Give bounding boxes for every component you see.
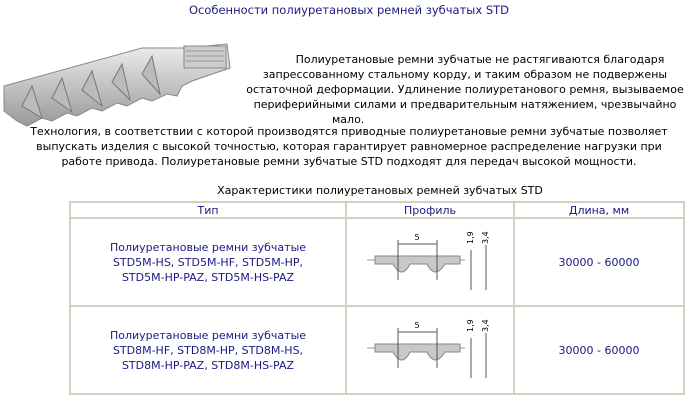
table-caption: Характеристики полиуретановых ремней зуб… [217, 184, 543, 197]
page-title: Особенности полиуретановых ремней зубчат… [188, 3, 510, 17]
intro-line: остаточной деформации. Удлинение полиуре… [246, 83, 684, 96]
profile-diagram: 5 1,9 3,4 [367, 231, 490, 290]
toothed-belt-image [3, 43, 231, 127]
type-cell: Полиуретановые ремни зубчатые STD8M-HF, … [69, 305, 347, 395]
type-line: STD8M-HP-PAZ, STD8M-HS-PAZ [121, 358, 295, 372]
characteristics-table: Тип Профиль Длина, мм Полиуретановые рем… [69, 201, 685, 395]
pitch-label: 5 [414, 233, 419, 242]
type-line: Полиуретановые ремни зубчатые [109, 240, 307, 254]
intro-line: периферийными силами и предварительным н… [253, 98, 677, 111]
profile-cell: 5 1,9 3,4 [345, 305, 515, 395]
header-length: Длина, мм [513, 201, 685, 219]
type-line: STD5M-HS, STD5M-HF, STD5M-HP, [112, 255, 304, 269]
header-type: Тип [69, 201, 347, 219]
type-cell: Полиуретановые ремни зубчатые STD5M-HS, … [69, 217, 347, 307]
technology-line: Технология, в соответствии с которой про… [30, 125, 668, 138]
intro-line: мало. [332, 113, 365, 126]
intro-line: запрессованному стальному корду, и таким… [262, 68, 668, 81]
height-label: 1,9 [466, 231, 475, 244]
type-line: Полиуретановые ремни зубчатые [109, 328, 307, 342]
table-header-row: Тип Профиль Длина, мм [69, 201, 685, 219]
type-line: STD8M-HF, STD8M-HP, STD8M-HS, [112, 343, 304, 357]
height-label: 1,9 [466, 319, 475, 332]
profile-cell: 5 1,9 3,4 [345, 217, 515, 307]
pitch-label: 5 [414, 321, 419, 330]
header-profile: Профиль [345, 201, 515, 219]
table-row: Полиуретановые ремни зубчатые STD5M-HS, … [69, 217, 685, 307]
technology-line: работе привода. Полиуретановые ремни зуб… [61, 155, 637, 168]
profile-diagram: 5 1,9 3,4 [367, 319, 490, 378]
technology-line: выпускать изделия с высокой точностью, к… [36, 140, 662, 153]
total-height-label: 3,4 [481, 319, 490, 332]
intro-line: Полиуретановые ремни зубчатые не растяги… [295, 53, 665, 66]
length-cell: 30000 - 60000 [513, 305, 685, 395]
total-height-label: 3,4 [481, 231, 490, 244]
intro-paragraph: Полиуретановые ремни зубчатые не растяги… [232, 52, 698, 127]
length-cell: 30000 - 60000 [513, 217, 685, 307]
type-line: STD5M-HP-PAZ, STD5M-HS-PAZ [121, 270, 295, 284]
technology-paragraph: Технология, в соответствии с которой про… [0, 124, 698, 169]
table-row: Полиуретановые ремни зубчатые STD8M-HF, … [69, 305, 685, 395]
